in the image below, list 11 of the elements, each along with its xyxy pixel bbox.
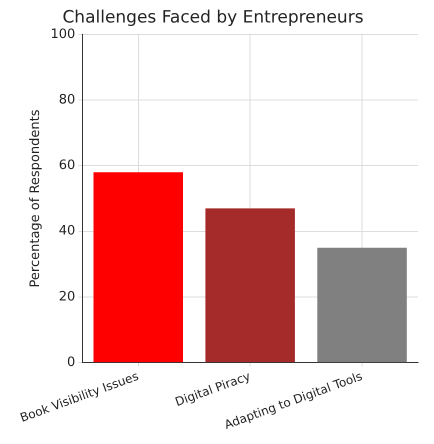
y-tick-label: 100 (50, 26, 76, 42)
chart-title: Challenges Faced by Entrepreneurs (62, 8, 364, 28)
y-axis-title: Percentage of Respondents (28, 109, 44, 288)
y-tick-label: 20 (58, 289, 76, 304)
bar (317, 248, 407, 362)
y-tick-label: 40 (58, 224, 76, 239)
y-tick-label: 60 (58, 158, 76, 174)
y-tick-label: 0 (67, 354, 76, 370)
bar (94, 172, 184, 362)
bar (205, 208, 295, 362)
y-tick-label: 80 (58, 92, 76, 108)
